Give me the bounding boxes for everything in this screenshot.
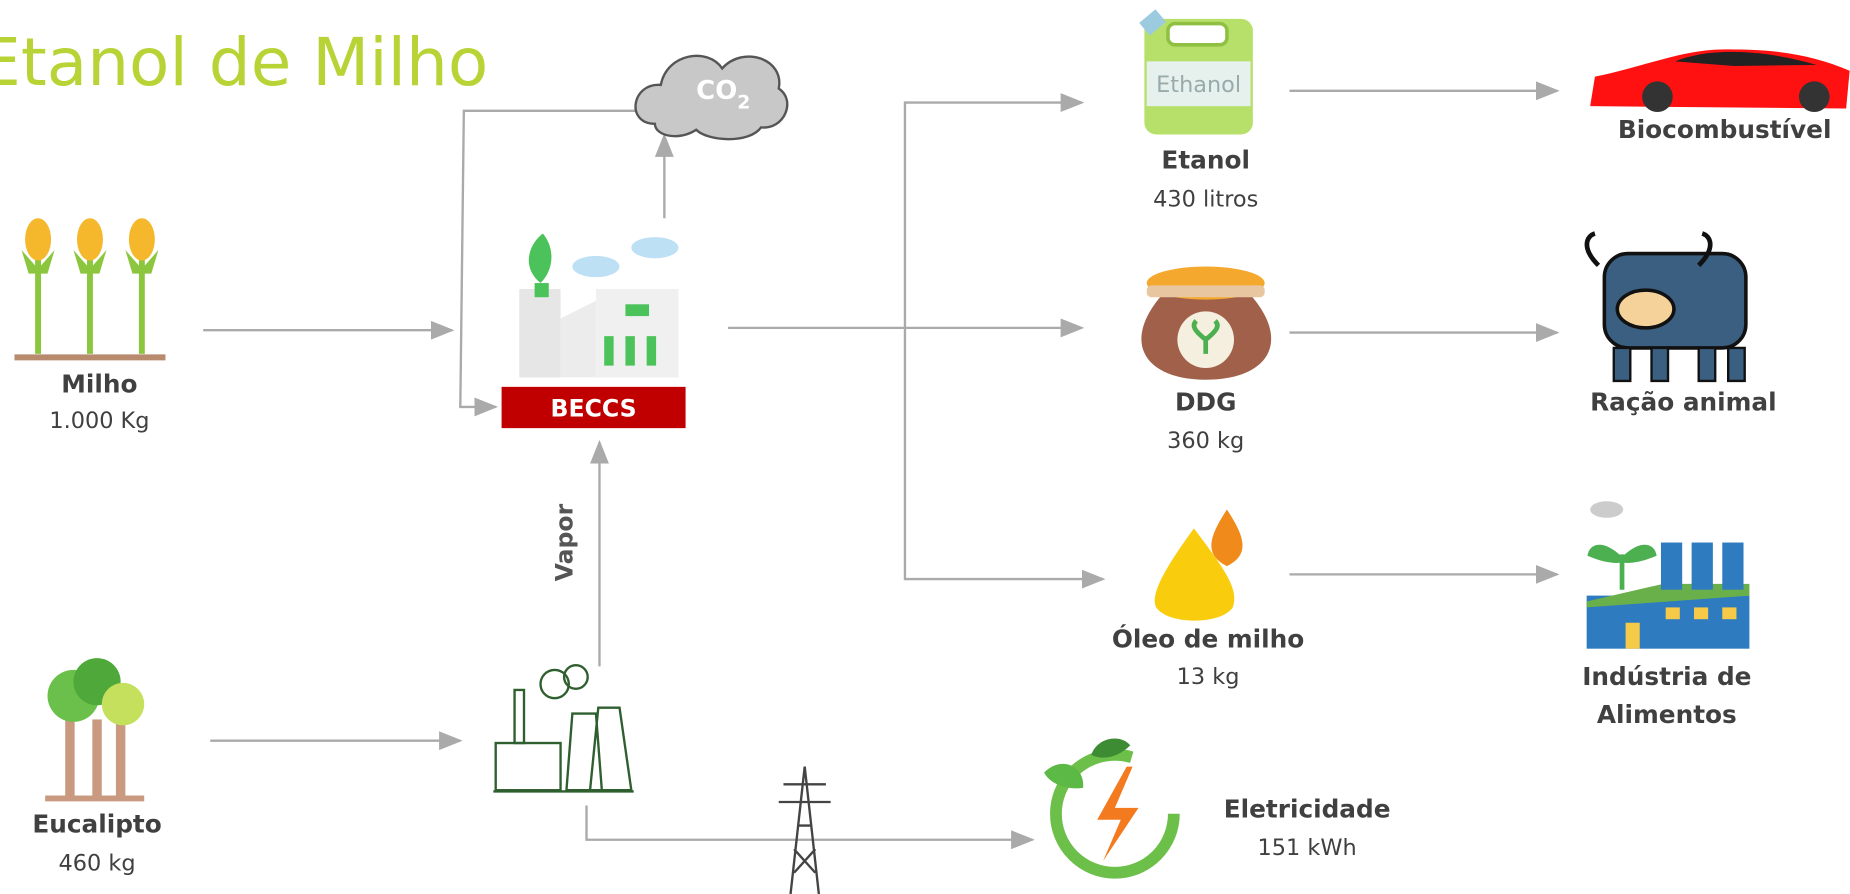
food-industry-icon <box>1587 501 1750 648</box>
product-label: Óleo de milho <box>1112 624 1304 654</box>
title: Etanol de Milho <box>0 24 488 101</box>
cow-icon <box>1587 234 1746 381</box>
co2-cloud: CO2 <box>636 56 788 139</box>
use-label: Alimentos <box>1597 700 1737 729</box>
input-amount: 1.000 Kg <box>49 408 149 434</box>
product-amount: 13 kg <box>1177 664 1240 690</box>
product-amount: 430 litros <box>1153 186 1258 212</box>
corn-icon <box>14 218 165 357</box>
use-label: Ração animal <box>1590 387 1777 416</box>
product-label: Eletricidade <box>1224 794 1391 823</box>
electricity-icon <box>1044 739 1174 873</box>
input-label: Eucalipto <box>32 810 161 839</box>
ethanol-icon: Ethanol <box>1139 9 1253 134</box>
powerplant-icon <box>493 665 633 791</box>
product-label: DDG <box>1175 387 1236 416</box>
car-icon <box>1590 49 1849 112</box>
use-label: Indústria de <box>1582 662 1751 691</box>
product-label: Etanol <box>1161 146 1250 175</box>
oil-icon <box>1155 510 1243 621</box>
pylon-icon <box>779 767 831 894</box>
tree-icon <box>45 658 144 798</box>
product-amount: 360 kg <box>1167 428 1244 454</box>
input-amount: 460 kg <box>59 850 136 876</box>
icon-text: Ethanol <box>1156 72 1241 98</box>
vapor-label: Vapor <box>550 503 578 581</box>
arrows <box>203 91 1557 840</box>
ddg-icon <box>1141 267 1271 380</box>
beccs-label: BECCS <box>551 394 637 422</box>
diagram: Etanol de Milho Milho 1.000 Kg Eucalipto… <box>0 0 1850 894</box>
use-label: Biocombustível <box>1618 115 1832 144</box>
product-amount: 151 kWh <box>1258 835 1357 861</box>
input-label: Milho <box>61 370 137 399</box>
